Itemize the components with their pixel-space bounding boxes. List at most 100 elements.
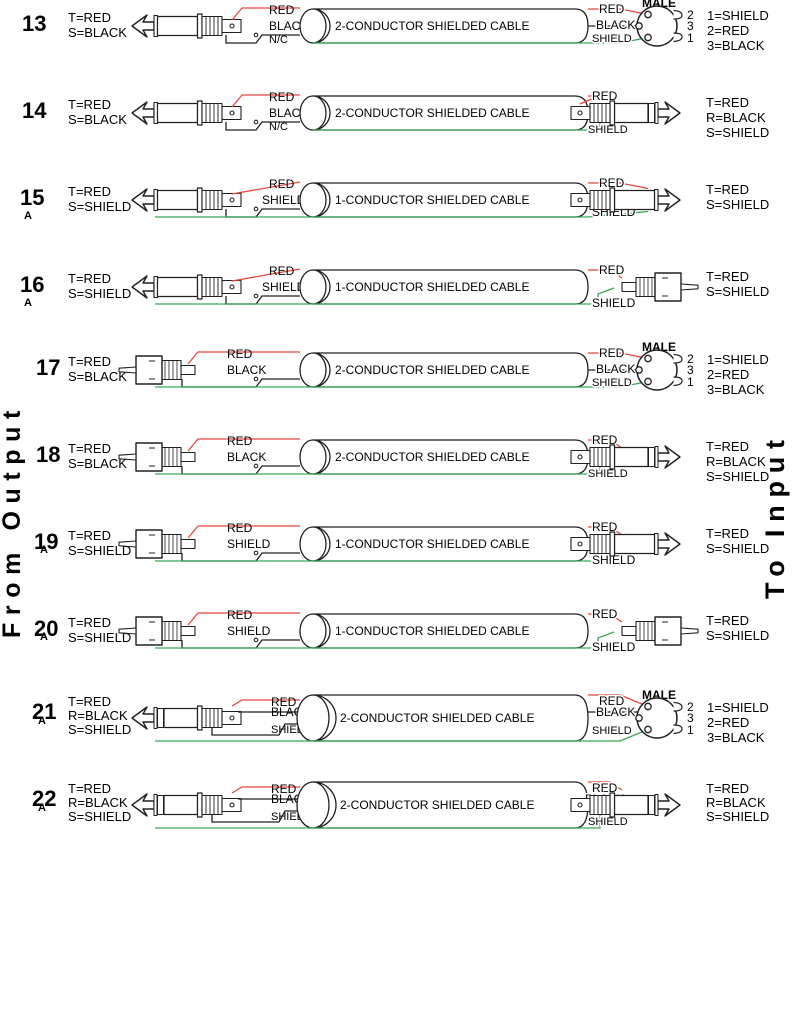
svg-text:BLACK: BLACK [596, 705, 635, 719]
svg-text:A: A [40, 544, 48, 556]
svg-text:3=BLACK: 3=BLACK [707, 382, 765, 397]
svg-text:RED: RED [269, 90, 295, 104]
svg-text:2=RED: 2=RED [707, 367, 749, 382]
svg-text:S=SHIELD: S=SHIELD [706, 284, 769, 299]
svg-text:T=RED: T=RED [706, 613, 749, 628]
svg-text:A: A [38, 802, 46, 814]
svg-text:SHIELD: SHIELD [592, 377, 632, 389]
svg-text:1=SHIELD: 1=SHIELD [707, 8, 769, 23]
svg-text:1-CONDUCTOR SHIELDED CABLE: 1-CONDUCTOR SHIELDED CABLE [335, 537, 529, 551]
svg-text:T=RED: T=RED [68, 528, 111, 543]
svg-text:T=RED: T=RED [706, 439, 749, 454]
svg-text:T=RED: T=RED [68, 354, 111, 369]
svg-text:3=BLACK: 3=BLACK [707, 730, 765, 745]
svg-text:SHIELD: SHIELD [588, 816, 628, 828]
svg-text:S=SHIELD: S=SHIELD [68, 809, 131, 824]
svg-text:BLACK: BLACK [596, 362, 635, 376]
svg-text:S=SHIELD: S=SHIELD [706, 809, 769, 824]
svg-text:T=RED: T=RED [68, 441, 111, 456]
svg-text:1-CONDUCTOR SHIELDED CABLE: 1-CONDUCTOR SHIELDED CABLE [335, 624, 529, 638]
svg-text:R=BLACK: R=BLACK [68, 795, 128, 810]
svg-text:2-CONDUCTOR SHIELDED CABLE: 2-CONDUCTOR SHIELDED CABLE [340, 711, 534, 725]
svg-text:RED: RED [599, 263, 625, 277]
svg-text:T=RED: T=RED [706, 269, 749, 284]
svg-text:S=SHIELD: S=SHIELD [68, 199, 131, 214]
svg-text:T=RED: T=RED [706, 526, 749, 541]
svg-text:S=BLACK: S=BLACK [68, 25, 127, 40]
svg-text:RED: RED [227, 434, 253, 448]
svg-text:R=BLACK: R=BLACK [706, 454, 766, 469]
svg-text:R=BLACK: R=BLACK [706, 795, 766, 810]
svg-text:17: 17 [36, 355, 60, 380]
svg-text:RED: RED [269, 264, 295, 278]
svg-text:To Input: To Input [760, 432, 790, 599]
svg-text:BLACK: BLACK [227, 450, 266, 464]
svg-text:A: A [38, 715, 46, 727]
svg-text:SHIELD: SHIELD [588, 468, 628, 480]
svg-text:S=SHIELD: S=SHIELD [68, 722, 131, 737]
svg-text:RED: RED [269, 3, 295, 17]
svg-text:RED: RED [592, 607, 618, 621]
svg-text:S=SHIELD: S=SHIELD [706, 628, 769, 643]
svg-text:N/C: N/C [269, 121, 288, 133]
svg-text:1=SHIELD: 1=SHIELD [707, 352, 769, 367]
svg-text:R=BLACK: R=BLACK [706, 110, 766, 125]
svg-text:S=SHIELD: S=SHIELD [706, 197, 769, 212]
svg-text:1-CONDUCTOR SHIELDED CABLE: 1-CONDUCTOR SHIELDED CABLE [335, 193, 529, 207]
svg-text:A: A [24, 210, 32, 222]
svg-text:T=RED: T=RED [706, 182, 749, 197]
svg-text:T=RED: T=RED [68, 184, 111, 199]
svg-text:R=BLACK: R=BLACK [68, 708, 128, 723]
svg-text:S=BLACK: S=BLACK [68, 369, 127, 384]
svg-text:T=RED: T=RED [68, 694, 111, 709]
svg-text:3=BLACK: 3=BLACK [707, 38, 765, 53]
svg-text:SHIELD: SHIELD [588, 124, 628, 136]
svg-text:SHIELD: SHIELD [592, 33, 632, 45]
svg-text:T=RED: T=RED [68, 615, 111, 630]
svg-text:2=RED: 2=RED [707, 715, 749, 730]
svg-text:S=BLACK: S=BLACK [68, 112, 127, 127]
svg-text:1-CONDUCTOR SHIELDED CABLE: 1-CONDUCTOR SHIELDED CABLE [335, 280, 529, 294]
svg-text:T=RED: T=RED [68, 97, 111, 112]
svg-text:S=SHIELD: S=SHIELD [68, 286, 131, 301]
svg-text:SHIELD: SHIELD [592, 640, 636, 654]
svg-text:SHIELD: SHIELD [227, 624, 271, 638]
svg-text:RED: RED [227, 521, 253, 535]
svg-text:1=SHIELD: 1=SHIELD [707, 700, 769, 715]
svg-text:14: 14 [22, 98, 47, 123]
svg-text:T=RED: T=RED [706, 95, 749, 110]
svg-text:SHIELD: SHIELD [592, 725, 632, 737]
svg-text:SHIELD: SHIELD [227, 537, 271, 551]
svg-text:2=RED: 2=RED [707, 23, 749, 38]
svg-text:T=RED: T=RED [68, 271, 111, 286]
svg-text:T=RED: T=RED [68, 10, 111, 25]
svg-text:SHIELD: SHIELD [262, 280, 306, 294]
svg-text:15: 15 [20, 185, 44, 210]
svg-text:SHIELD: SHIELD [262, 193, 306, 207]
svg-text:RED: RED [599, 346, 625, 360]
svg-text:A: A [40, 631, 48, 643]
svg-text:13: 13 [22, 11, 46, 36]
svg-text:BLACK: BLACK [596, 18, 635, 32]
svg-text:T=RED: T=RED [68, 781, 111, 796]
svg-text:RED: RED [269, 177, 295, 191]
svg-text:From Output: From Output [0, 403, 26, 638]
svg-text:2-CONDUCTOR SHIELDED CABLE: 2-CONDUCTOR SHIELDED CABLE [340, 798, 534, 812]
svg-text:BLACK: BLACK [227, 363, 266, 377]
svg-text:2-CONDUCTOR SHIELDED CABLE: 2-CONDUCTOR SHIELDED CABLE [335, 106, 529, 120]
svg-text:RED: RED [599, 2, 625, 16]
svg-text:SHIELD: SHIELD [592, 296, 636, 310]
svg-text:S=BLACK: S=BLACK [68, 456, 127, 471]
svg-text:2-CONDUCTOR SHIELDED CABLE: 2-CONDUCTOR SHIELDED CABLE [335, 450, 529, 464]
svg-text:1: 1 [687, 31, 694, 45]
svg-text:16: 16 [20, 272, 44, 297]
svg-text:RED: RED [227, 347, 253, 361]
svg-text:T=RED: T=RED [706, 781, 749, 796]
svg-text:2-CONDUCTOR SHIELDED CABLE: 2-CONDUCTOR SHIELDED CABLE [335, 363, 529, 377]
svg-text:RED: RED [227, 608, 253, 622]
svg-text:18: 18 [36, 442, 60, 467]
svg-text:1: 1 [687, 375, 694, 389]
svg-text:2-CONDUCTOR SHIELDED CABLE: 2-CONDUCTOR SHIELDED CABLE [335, 19, 529, 33]
svg-text:N/C: N/C [269, 34, 288, 46]
svg-text:S=SHIELD: S=SHIELD [706, 125, 769, 140]
